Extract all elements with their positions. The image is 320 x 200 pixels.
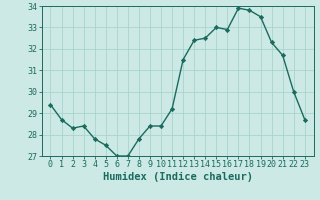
X-axis label: Humidex (Indice chaleur): Humidex (Indice chaleur) <box>103 172 252 182</box>
